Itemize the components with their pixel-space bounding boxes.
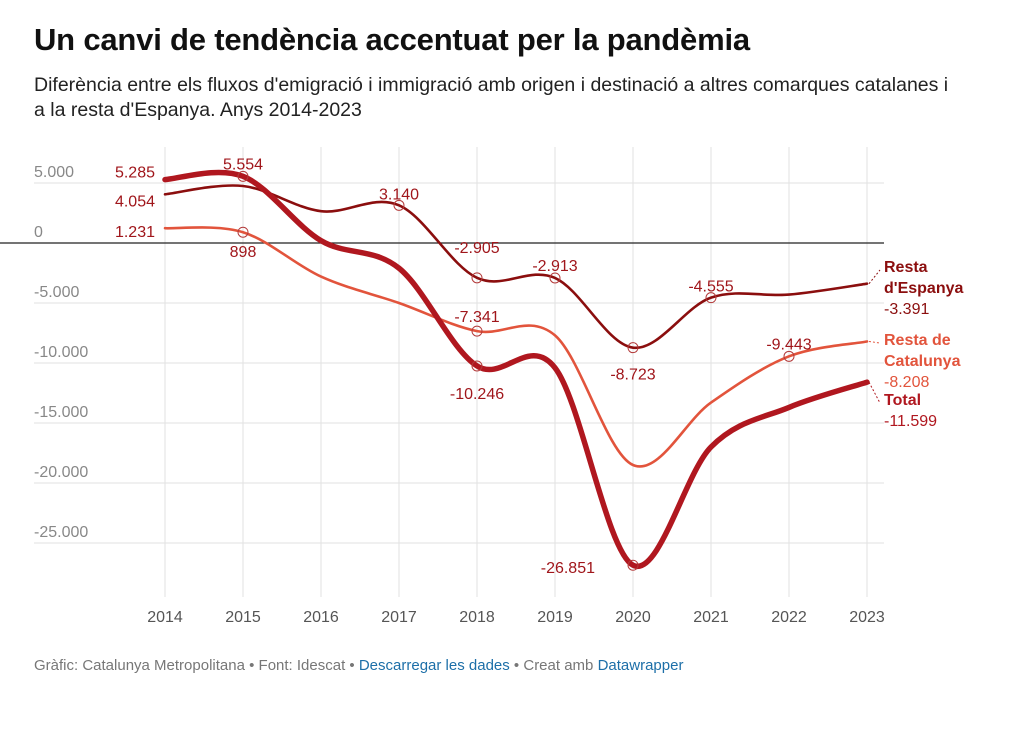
line-chart: 5.000 0 -5.000 -10.000 -15.000 -20.000 -25.000… xyxy=(0,147,963,626)
end-label-connector xyxy=(868,381,881,404)
y-tick-label: -10.000 xyxy=(34,344,88,361)
data-label: 898 xyxy=(230,244,257,261)
data-point-marker xyxy=(549,272,561,284)
series-end-value: -11.599 xyxy=(884,413,937,430)
data-label: -26.851 xyxy=(541,560,595,577)
footer-separator: • xyxy=(509,657,524,674)
y-tick-label: -5.000 xyxy=(34,284,79,301)
end-label-connector xyxy=(868,269,881,285)
data-labels: 5.285 5.554 4.054 1.231 898 3.140 -2.905 -7.341… xyxy=(115,156,812,577)
series-line-resta-de-catalunya xyxy=(163,226,869,468)
data-point-marker xyxy=(237,226,249,238)
data-label: 3.140 xyxy=(379,186,419,203)
download-data-link[interactable]: Descarregar les dades xyxy=(358,657,510,674)
footer-separator: • xyxy=(345,657,359,674)
y-tick-label: 5.000 xyxy=(34,164,74,181)
credit-text: Gràfic: Catalunya Metropolitana xyxy=(34,657,245,674)
data-label: -8.723 xyxy=(610,367,655,384)
y-tick-label: -25.000 xyxy=(34,524,88,541)
data-point-marker xyxy=(783,350,795,362)
axes: 5.000 0 -5.000 -10.000 -15.000 -20.000 -25.000… xyxy=(0,164,885,626)
x-tick-label: 2021 xyxy=(693,609,729,626)
data-point-marker xyxy=(471,360,483,372)
data-point-marker xyxy=(627,342,639,354)
y-tick-label: -20.000 xyxy=(34,464,88,481)
data-point-marker xyxy=(627,559,639,571)
x-tick-label: 2014 xyxy=(147,609,183,626)
data-label: 5.285 xyxy=(115,165,155,182)
chart-footer: Gràfic: Catalunya Metropolitana • Font: … xyxy=(34,657,683,674)
series-end-labels: Total -11.599 Resta de Catalunya -8.208 Resta… xyxy=(868,259,963,430)
data-label: 5.554 xyxy=(223,156,263,173)
footer-separator: • xyxy=(244,657,259,674)
series-end-value: -3.391 xyxy=(884,301,929,318)
data-label: -4.555 xyxy=(688,279,733,296)
x-tick-label: 2018 xyxy=(459,609,495,626)
series-line-resta-d-espanya xyxy=(163,184,869,349)
data-label: -2.905 xyxy=(454,240,499,257)
series-name-label: Total xyxy=(884,392,921,409)
series-lines xyxy=(162,169,870,570)
grid-lines xyxy=(34,147,884,597)
data-label: -2.913 xyxy=(532,258,577,275)
y-tick-label: 0 xyxy=(34,224,43,241)
data-label: 4.054 xyxy=(115,193,155,210)
data-point-marker xyxy=(471,325,483,337)
end-label-connector xyxy=(868,341,881,344)
y-tick-label: -15.000 xyxy=(34,404,88,421)
chart-title: Un canvi de tendència accentuat per la p… xyxy=(34,22,750,57)
chart-subtitle: Diferència entre els fluxos d'emigració … xyxy=(34,74,949,121)
data-label: -10.246 xyxy=(450,386,504,403)
x-tick-label: 2017 xyxy=(381,609,417,626)
data-point-marker xyxy=(471,272,483,284)
series-line-total xyxy=(162,169,870,570)
x-tick-label: 2022 xyxy=(771,609,807,626)
series-end-value: -8.208 xyxy=(884,374,929,391)
series-name-label: d'Espanya xyxy=(884,280,963,297)
source-text: Font: Idescat xyxy=(258,657,346,674)
x-tick-label: 2019 xyxy=(537,609,573,626)
x-tick-label: 2020 xyxy=(615,609,651,626)
series-name-label: Resta xyxy=(884,259,928,276)
data-point-marker xyxy=(237,170,249,182)
data-point-marker xyxy=(393,199,405,211)
data-point-marker xyxy=(705,292,717,304)
x-tick-label: 2016 xyxy=(303,609,339,626)
data-label: -9.443 xyxy=(766,336,811,353)
x-tick-label: 2023 xyxy=(849,609,885,626)
datawrapper-link[interactable]: Datawrapper xyxy=(597,657,684,674)
series-name-label: Resta de xyxy=(884,332,951,349)
data-markers xyxy=(237,170,795,571)
made-with-text: Creat amb xyxy=(523,657,594,674)
data-label: 1.231 xyxy=(115,224,155,241)
x-tick-label: 2015 xyxy=(225,609,261,626)
series-name-label: Catalunya xyxy=(884,353,961,370)
data-label: -7.341 xyxy=(454,309,499,326)
